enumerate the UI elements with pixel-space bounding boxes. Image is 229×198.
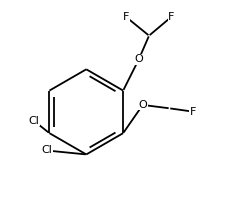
Text: O: O (138, 100, 147, 110)
Text: F: F (189, 107, 196, 117)
Text: Cl: Cl (41, 146, 52, 155)
Text: F: F (122, 12, 128, 22)
Text: O: O (134, 54, 142, 64)
Text: Cl: Cl (28, 116, 39, 126)
Text: F: F (167, 12, 174, 22)
